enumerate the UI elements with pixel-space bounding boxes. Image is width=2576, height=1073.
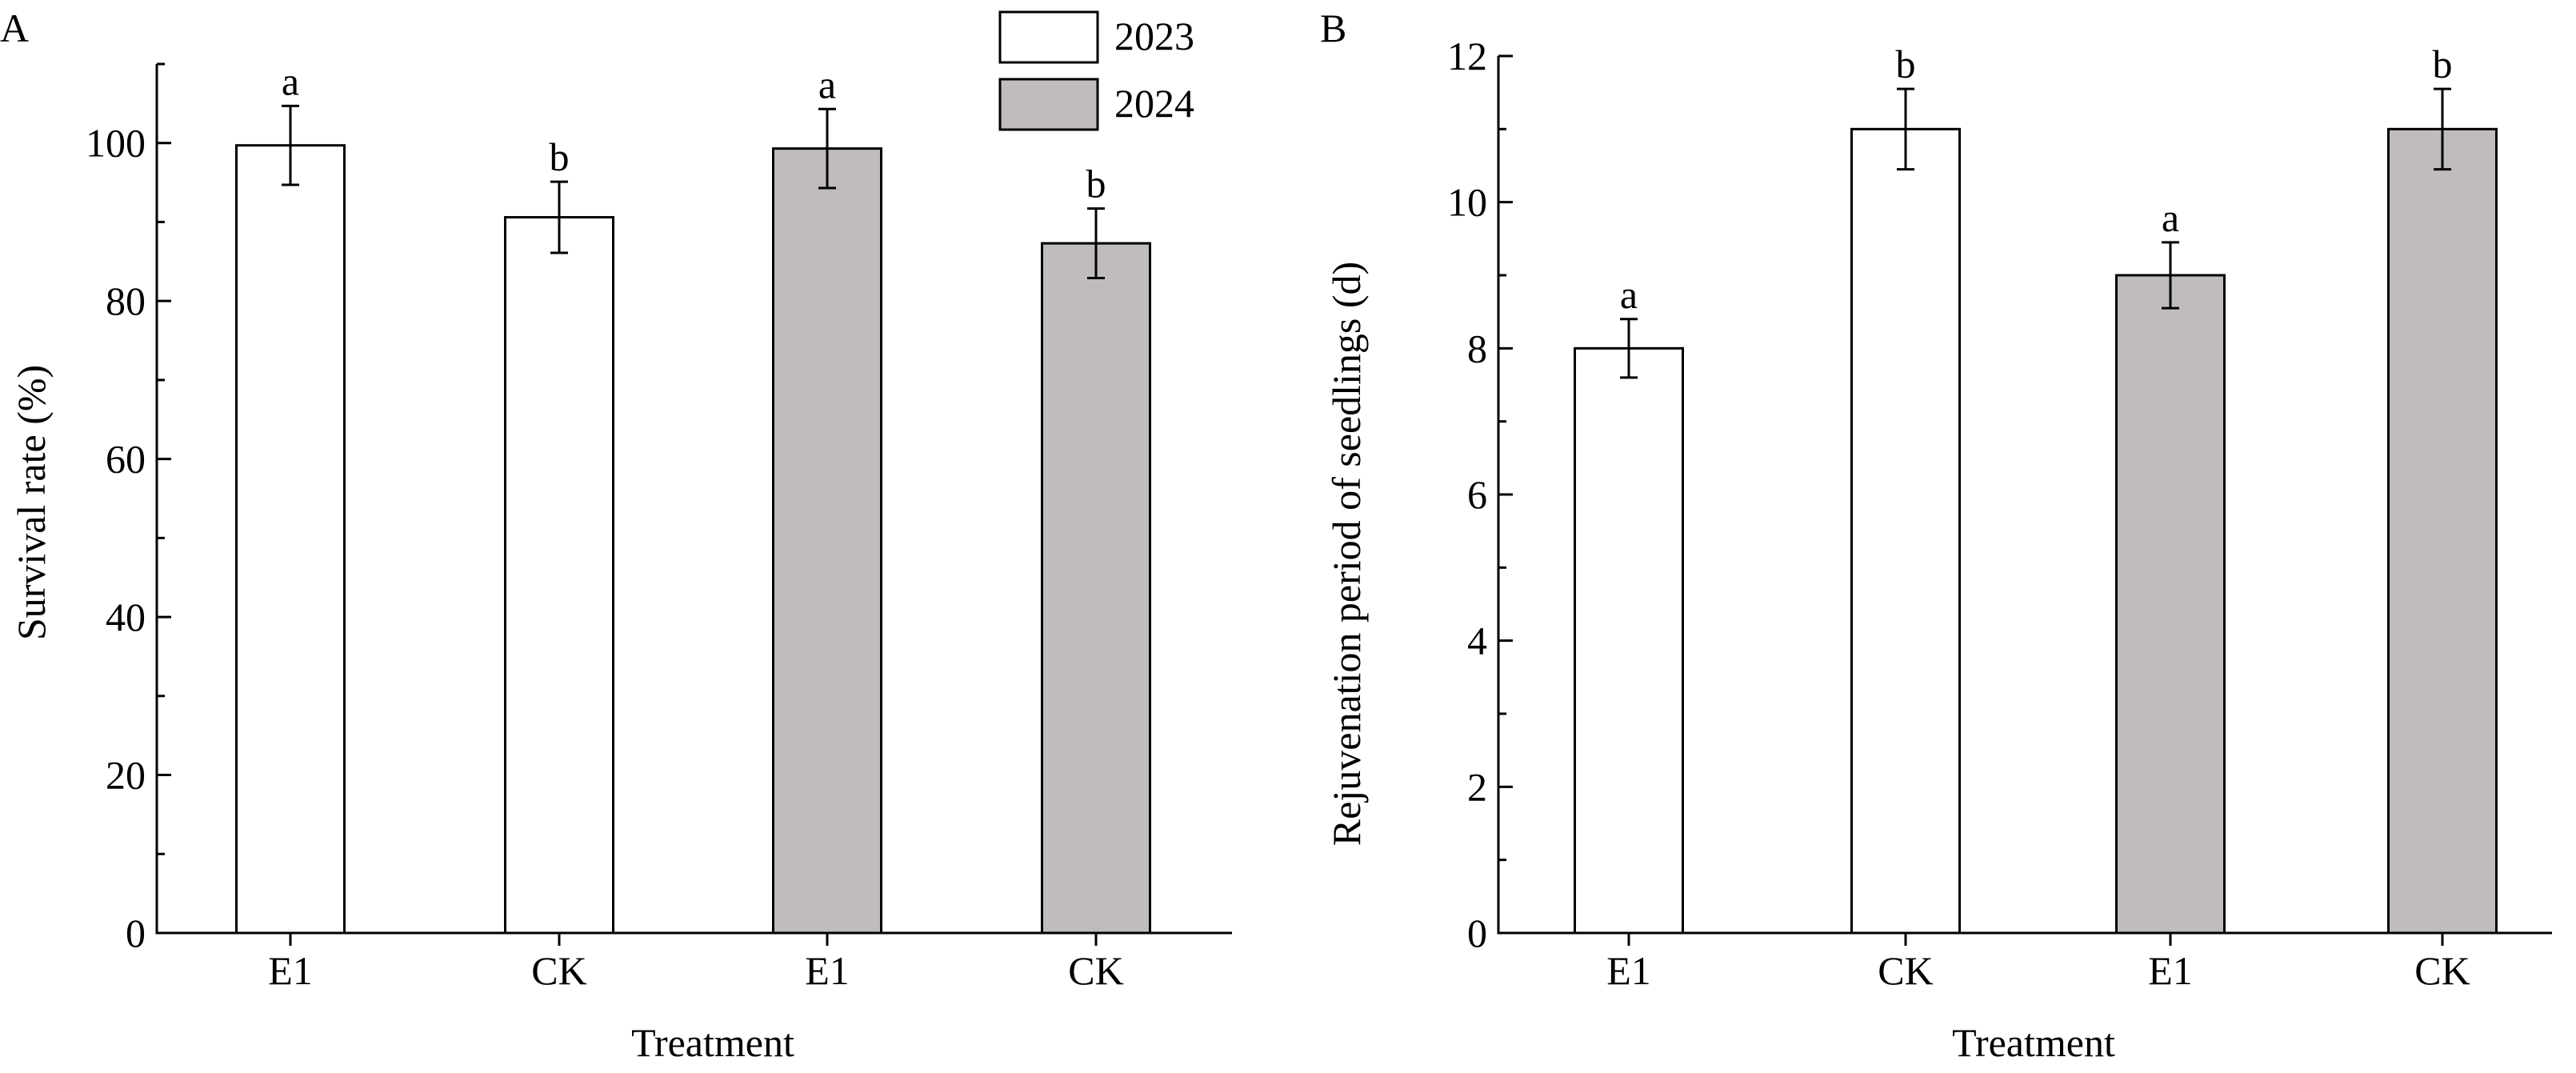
panel-a-significance-letter: a <box>818 62 836 106</box>
legend-label-2024: 2024 <box>1114 81 1194 126</box>
panel-b-x-tick-label-e1: E1 <box>1606 948 1651 993</box>
panel-a-y-tick-label: 100 <box>86 121 146 166</box>
panel-b-chart: B Treatment Rejuvenation period of seedl… <box>1320 6 2552 1065</box>
legend-swatch-2024 <box>998 78 1099 131</box>
panel-a-y-tick-label: 60 <box>106 437 146 482</box>
panel-b-significance-letter: a <box>2162 195 2179 240</box>
panel-a-y-tick-label: 20 <box>106 753 146 798</box>
panel-b-x-tick-label-ck: CK <box>2414 948 2470 993</box>
panel-b-letter: B <box>1320 6 1346 50</box>
panel-a-letter: A <box>0 6 29 50</box>
panel-a-x-axis-title: Treatment <box>631 1020 794 1065</box>
panel-a-significance-letter: b <box>550 134 570 179</box>
panel-b-y-tick-label: 8 <box>1467 326 1487 370</box>
panel-a-y-tick-label: 0 <box>126 911 146 955</box>
panel-a-x-tick-label-ck: CK <box>1068 948 1123 993</box>
legend-label-2023: 2023 <box>1114 14 1194 58</box>
panel-a-significance-letter: b <box>1086 162 1106 206</box>
panel-a-chart: A Treatment Survival rate (%) a b a b 0 20 40 6… <box>0 6 1232 1065</box>
panel-a-x-tick-label-ck: CK <box>531 948 586 993</box>
panel-b-y-tick-label: 10 <box>1447 180 1487 225</box>
panel-b-bar-e1-2023 <box>1574 346 1684 935</box>
panel-a-bar-ck-2023 <box>504 216 614 935</box>
panel-b-x-tick-label-ck: CK <box>1878 948 1933 993</box>
panel-b-y-tick-label: 0 <box>1467 911 1487 955</box>
panel-a-bar-ck-2024 <box>1041 242 1151 935</box>
panel-b-x-axis-title: Treatment <box>1952 1020 2115 1065</box>
legend-swatch-2023 <box>998 10 1099 64</box>
panel-a-bar-e1-2024 <box>772 147 882 935</box>
panel-b-significance-letter: b <box>1896 42 1916 86</box>
panel-a-bar-e1-2023 <box>235 144 346 935</box>
panel-a-x-tick-label-e1: E1 <box>268 948 313 993</box>
panel-a-y-axis-title: Survival rate (%) <box>9 365 54 640</box>
panel-b-y-tick-label: 2 <box>1467 764 1487 809</box>
panel-a-significance-letter: a <box>282 58 299 103</box>
panel-a-x-tick-label-e1: E1 <box>805 948 850 993</box>
panel-b-y-axis-title: Rejuvenation period of seedlings (d) <box>1324 262 1369 846</box>
panel-b-significance-letter: a <box>1620 272 1638 317</box>
panel-b-bar-ck-2024 <box>2387 127 2498 935</box>
panel-b-y-tick-label: 6 <box>1467 472 1487 517</box>
legend: 2023 2024 <box>998 10 1194 131</box>
panel-b-bar-ck-2023 <box>1850 127 1961 935</box>
panel-a-y-tick-label: 80 <box>106 278 146 323</box>
panel-b-bar-e1-2024 <box>2115 274 2226 935</box>
panel-b-y-tick-label: 12 <box>1447 34 1487 78</box>
panel-b-significance-letter: b <box>2433 42 2453 86</box>
panel-a-y-tick-label: 40 <box>106 595 146 639</box>
panel-b-y-tick-label: 4 <box>1467 619 1487 663</box>
panel-b-x-tick-label-e1: E1 <box>2148 948 2193 993</box>
